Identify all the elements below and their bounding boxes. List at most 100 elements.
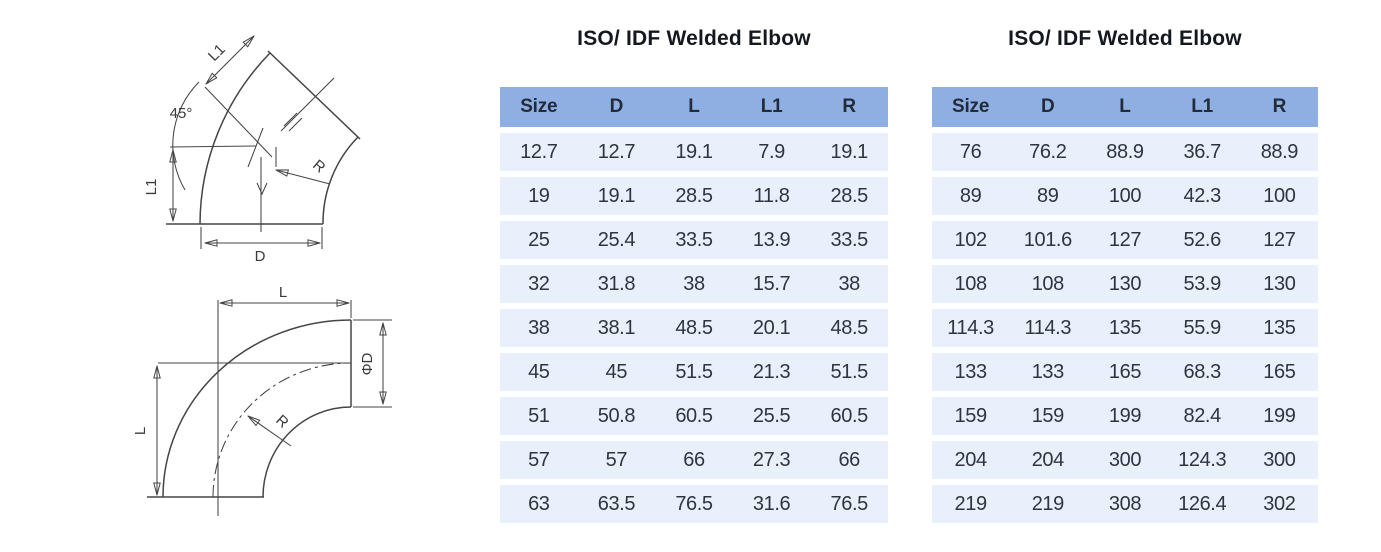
table-cell: 89 (1009, 177, 1087, 215)
table-cell: 15.7 (732, 265, 811, 303)
table-cell: 108 (1009, 265, 1087, 303)
table-cell: 45 (500, 353, 578, 391)
table-row: 12.7 12.7 19.1 7.9 19.1 (500, 133, 888, 171)
table-row: 51 50.8 60.5 25.5 60.5 (500, 397, 888, 435)
elbow-90-centerline (212, 362, 352, 498)
table-cell: 204 (1009, 441, 1087, 479)
column-header-d: D (1009, 87, 1087, 127)
table-cell: 114.3 (932, 309, 1010, 347)
table-cell: 159 (932, 397, 1010, 435)
l-top-label: L (279, 284, 287, 301)
elbow-45-axis-ray (204, 86, 273, 158)
elbow-drawings: 45° L1 L1 D R (132, 0, 392, 516)
table-cell: 219 (1009, 485, 1087, 523)
elbow-45-inner-arc (322, 136, 359, 225)
table-cell: 27.3 (732, 441, 811, 479)
dimension-table-large-sizes: Size D L L1 R 76 76.2 88.9 36.7 88.9 89 89 100 42.3 1… (932, 81, 1318, 529)
elbow-45-weld-tick-2 (288, 117, 303, 132)
table-cell: 219 (932, 485, 1010, 523)
elbow-45-angle-arc (172, 81, 200, 191)
column-header-size: Size (932, 87, 1010, 127)
table-cell: 51.5 (655, 353, 733, 391)
table-row: 32 31.8 38 15.7 38 (500, 265, 888, 303)
table-cell: 60.5 (655, 397, 733, 435)
table-cell: 28.5 (655, 177, 733, 215)
table-row: 25 25.4 33.5 13.9 33.5 (500, 221, 888, 259)
elbow-45-cut-face (267, 50, 361, 140)
elbow-90-outer-arc (162, 319, 352, 498)
table-cell: 60.5 (810, 397, 888, 435)
angle-45-label: 45° (170, 105, 193, 122)
table-row: 19 19.1 28.5 11.8 28.5 (500, 177, 888, 215)
table-cell: 76.2 (1009, 133, 1087, 171)
table-header-row: Size D L L1 R (500, 87, 888, 127)
table-row: 38 38.1 48.5 20.1 48.5 (500, 309, 888, 347)
table-cell: 31.6 (732, 485, 811, 523)
table-cell: 308 (1086, 485, 1164, 523)
table-cell: 165 (1086, 353, 1164, 391)
table-cell: 21.3 (732, 353, 811, 391)
table-cell: 66 (655, 441, 733, 479)
phi-d-label: ΦD (359, 352, 376, 375)
table-cell: 51.5 (810, 353, 888, 391)
table-cell: 302 (1240, 485, 1318, 523)
table-title-metric: ISO/ IDF Welded Elbow (577, 27, 811, 50)
table-cell: 89 (932, 177, 1010, 215)
table-row: 102 101.6 127 52.6 127 (932, 221, 1318, 259)
table-header-row: Size D L L1 R (932, 87, 1318, 127)
table-cell: 50.8 (577, 397, 656, 435)
table-cell: 127 (1240, 221, 1318, 259)
table-cell: 199 (1240, 397, 1318, 435)
table-cell: 135 (1240, 309, 1318, 347)
l1-vertical-label: L1 (143, 179, 160, 196)
elbow-90-drawing: L L ΦD R (132, 284, 392, 516)
table-row: 219 219 308 126.4 302 (932, 485, 1318, 523)
elbow-45-horizontal-extension (169, 145, 257, 148)
table-cell: 38.1 (577, 309, 656, 347)
table-cell: 135 (1086, 309, 1164, 347)
table-cell: 52.6 (1163, 221, 1241, 259)
l1-diagonal-label: L1 (205, 41, 229, 65)
table-cell: 38 (500, 309, 578, 347)
table-row: 114.3 114.3 135 55.9 135 (932, 309, 1318, 347)
table-cell: 114.3 (1009, 309, 1087, 347)
r-label-45: R (309, 157, 328, 177)
l-left-label: L (132, 427, 149, 435)
table-cell: 108 (932, 265, 1010, 303)
table-cell: 33.5 (655, 221, 733, 259)
table-cell: 300 (1240, 441, 1318, 479)
elbow-45-centerline-chevron (256, 182, 268, 196)
table-cell: 100 (1086, 177, 1164, 215)
table-cell: 20.1 (732, 309, 811, 347)
column-header-l1: L1 (732, 87, 811, 127)
table-cell: 199 (1086, 397, 1164, 435)
column-header-size: Size (500, 87, 578, 127)
table-cell: 31.8 (577, 265, 656, 303)
table-cell: 204 (932, 441, 1010, 479)
table-cell: 48.5 (655, 309, 733, 347)
table-cell: 165 (1240, 353, 1318, 391)
table-cell: 25.4 (577, 221, 656, 259)
table-cell: 300 (1086, 441, 1164, 479)
column-header-d: D (577, 87, 656, 127)
table-cell: 76.5 (810, 485, 888, 523)
table-cell: 28.5 (810, 177, 888, 215)
table-cell: 124.3 (1163, 441, 1241, 479)
table-cell: 63.5 (577, 485, 656, 523)
table-cell: 33.5 (810, 221, 888, 259)
table-cell: 76.5 (655, 485, 733, 523)
table-row: 159 159 199 82.4 199 (932, 397, 1318, 435)
elbow-45-center-cross (247, 127, 264, 168)
table-cell: 19 (500, 177, 578, 215)
table-cell: 32 (500, 265, 578, 303)
column-header-l: L (655, 87, 733, 127)
column-header-l: L (1086, 87, 1164, 127)
table-cell: 130 (1240, 265, 1318, 303)
d-label: D (255, 248, 266, 265)
table-row: 89 89 100 42.3 100 (932, 177, 1318, 215)
table-cell: 133 (1009, 353, 1087, 391)
table-cell: 25.5 (732, 397, 811, 435)
table-cell: 57 (500, 441, 578, 479)
table-cell: 19.1 (577, 177, 656, 215)
table-body: 12.7 12.7 19.1 7.9 19.1 19 19.1 28.5 11.8 28.5 25 2… (500, 133, 888, 523)
